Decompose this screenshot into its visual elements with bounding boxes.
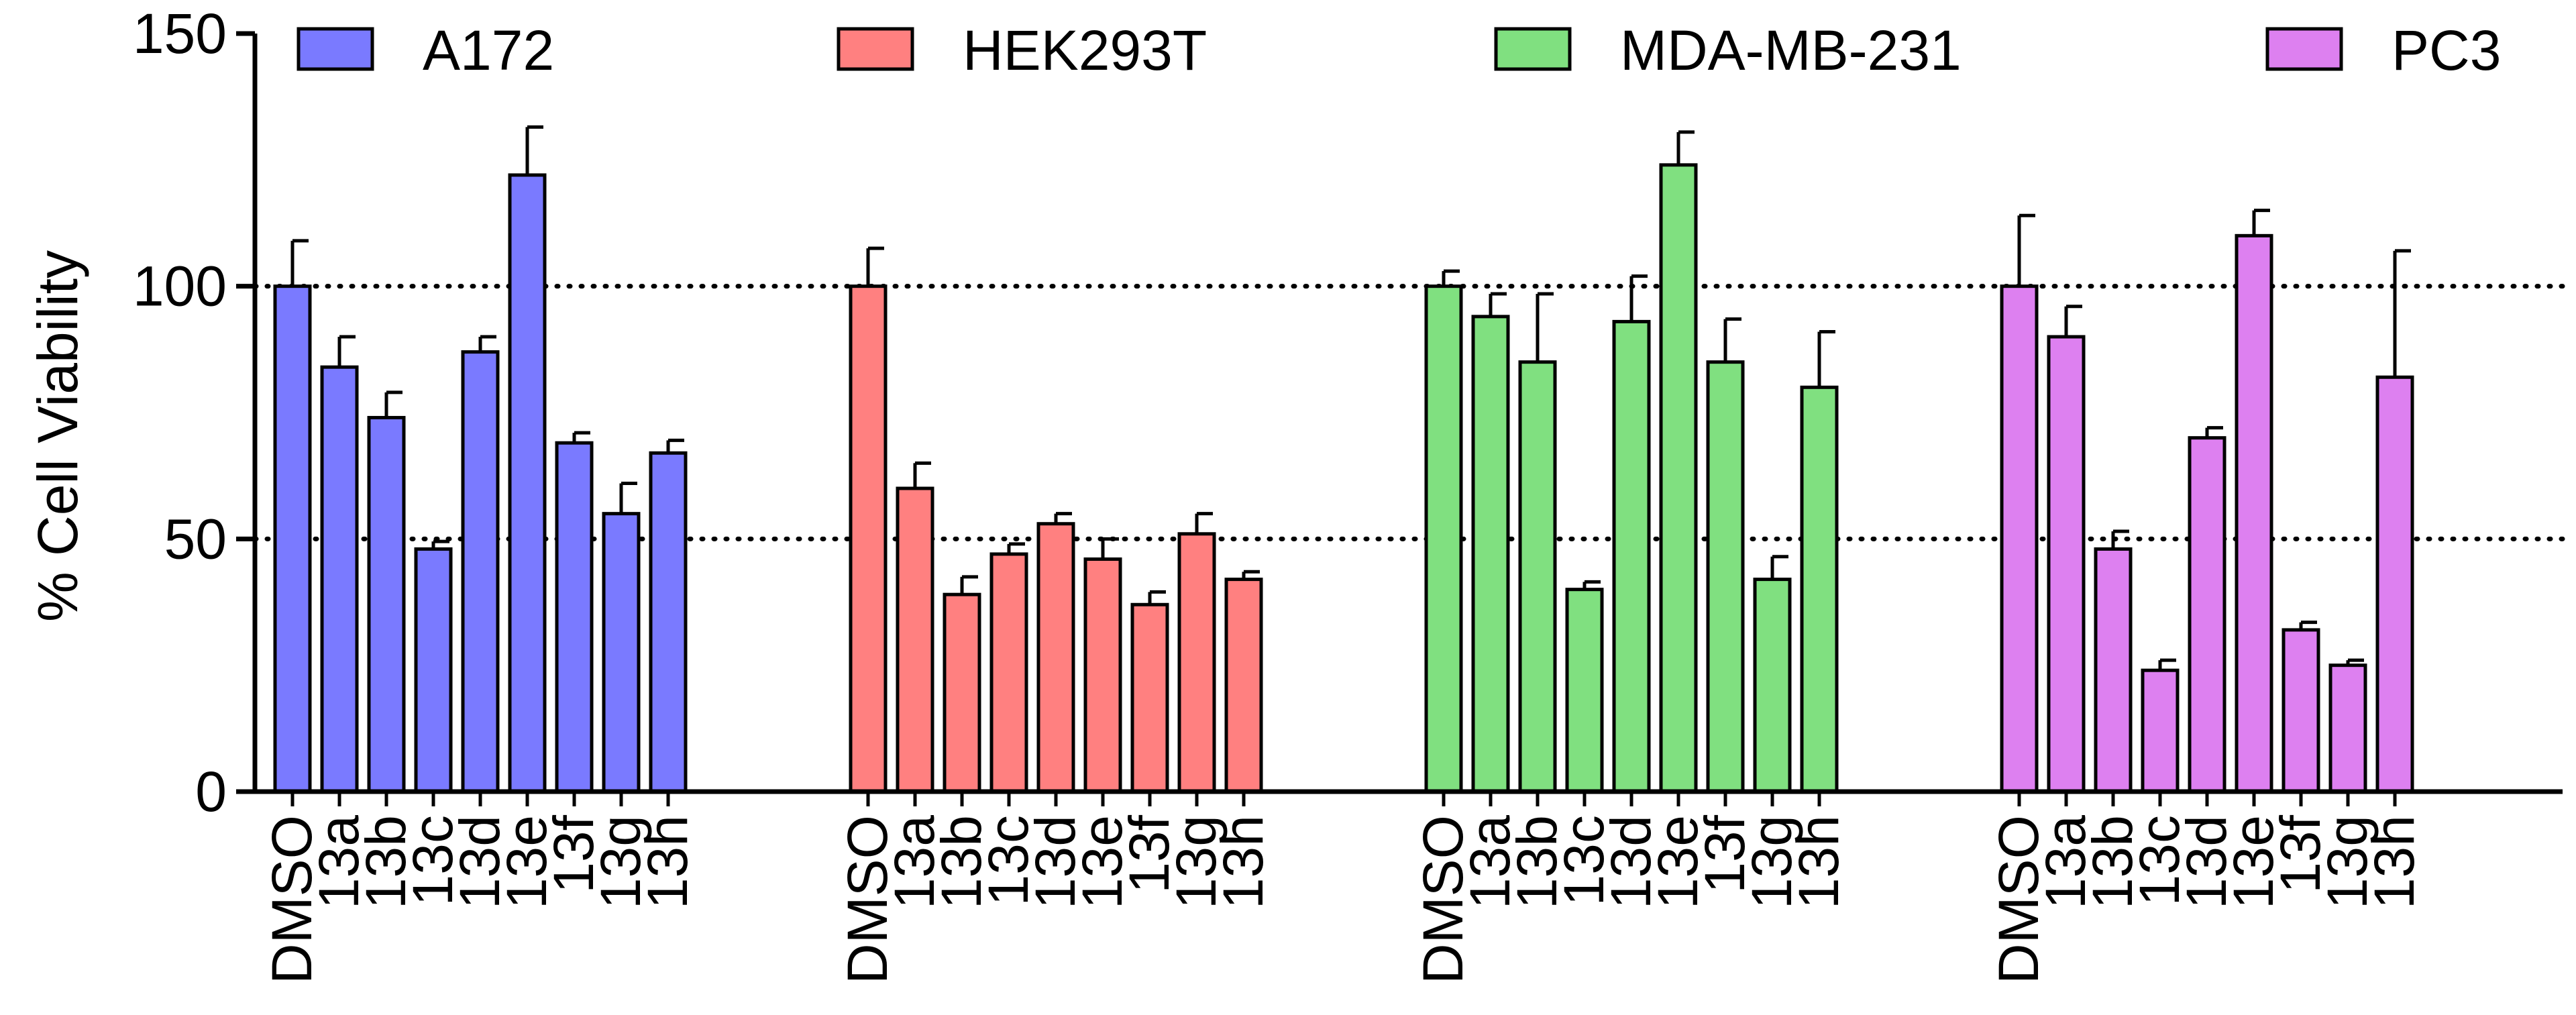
bar-a172-13c [414,547,453,794]
bar-pc3-13a [2047,335,2086,794]
y-tick-label: 150 [133,2,227,65]
x-tick-label: 13d [1599,815,1662,909]
x-tick-label: 13d [2175,815,2238,909]
x-tick-label: DMSO [260,815,323,984]
bar-mda-mb-231-13a [1471,315,1510,794]
legend-label-a172: A172 [423,19,554,82]
x-tick-label: 13f [1693,814,1756,893]
x-tick-label: 13e [1646,815,1709,909]
legend-swatch-mda-mb-231 [1494,27,1572,71]
bar-pc3-13b [2094,547,2133,794]
bar-mda-mb-231-13g [1753,578,1792,794]
x-tick-label: 13g [1165,815,1228,909]
bar-mda-mb-231-13e [1659,163,1698,794]
x-tick-label: 13b [930,815,993,909]
legend-label-pc3: PC3 [2392,19,2501,82]
legend-swatch-a172 [297,27,374,71]
x-tick-label: 13c [2128,815,2191,906]
bar-a172-13d [461,350,500,794]
legend-label-mda-mb-231: MDA-MB-231 [1620,19,1962,82]
x-tick-label: 13f [2269,814,2332,893]
bar-hek293t-13e [1083,557,1122,794]
bar-mda-mb-231-13d [1612,319,1651,794]
bar-hek293t-13g [1177,532,1216,794]
bar-a172-13e [508,173,547,794]
legend-label-hek293t: HEK293T [963,19,1207,82]
bar-mda-mb-231-13f [1706,360,1745,794]
x-tick-label: 13c [1552,815,1615,906]
bar-hek293t-dmso [849,284,888,794]
x-tick-label: 13b [1505,815,1568,909]
bar-mda-mb-231-13c [1565,588,1604,794]
error-bars [290,125,2411,671]
bar-pc3-13h [2375,375,2414,794]
x-tick-label: 13g [2316,815,2379,909]
x-tick-label: 13g [1740,815,1803,909]
bar-mda-mb-231-13b [1518,360,1557,794]
x-tick-label: DMSO [1987,815,2050,984]
bars [273,163,2414,794]
y-tick-label: 0 [195,760,227,823]
y-axis-label: % Cell Viability [26,250,89,622]
legend: A172 HEK293T MDA-MB-231 PC3 [297,19,2501,82]
x-tick-label: 13b [354,815,417,909]
x-tick-label: 13g [589,815,652,909]
x-tick-label: 13e [495,815,558,909]
x-tick-label: 13e [2222,815,2285,909]
y-axis-ticks: 0 50 100 150 [133,2,255,823]
bar-a172-dmso [273,284,312,794]
bar-hek293t-13h [1224,578,1263,794]
bar-a172-13b [367,416,406,794]
x-tick-label: 13h [2363,815,2426,909]
x-tick-label: 13c [401,815,464,906]
bar-pc3-13e [2235,233,2273,794]
x-tick-label: 13b [2081,815,2144,909]
legend-swatch-pc3 [2265,27,2343,71]
x-tick-label: 13c [977,815,1040,906]
x-tick-label: DMSO [1411,815,1474,984]
x-tick-label: 13h [1212,815,1275,909]
bar-mda-mb-231-13h [1800,385,1839,794]
bar-a172-13g [602,512,641,794]
x-tick-label: 13a [307,815,370,909]
bar-hek293t-13f [1130,602,1169,794]
x-tick-label: 13f [542,814,605,893]
bar-pc3-13f [2282,628,2320,794]
bar-pc3-13c [2141,668,2180,794]
x-tick-label: 13f [1118,814,1181,893]
x-tick-label: 13h [636,815,699,909]
bar-mda-mb-231-dmso [1424,284,1463,794]
x-tick-label: 13a [883,815,946,909]
x-tick-label: DMSO [836,815,899,984]
bar-a172-13f [555,441,594,794]
bar-pc3-13d [2188,436,2226,794]
legend-swatch-hek293t [837,27,914,71]
x-tick-label: 13e [1071,815,1134,909]
x-tick-label: 13a [1458,815,1521,909]
bar-a172-13a [320,365,359,794]
bar-hek293t-13a [896,486,934,794]
x-tick-label: 13h [1787,815,1850,909]
bar-hek293t-13b [943,592,981,794]
y-tick-label: 100 [133,255,227,318]
bar-pc3-13g [2328,663,2367,794]
bar-pc3-dmso [2000,284,2039,794]
bar-hek293t-13d [1036,522,1075,794]
bar-a172-13h [649,451,688,794]
axes [252,34,2563,794]
y-tick-label: 50 [164,507,227,570]
x-tick-label: 13a [2034,815,2097,909]
x-tick-label: 13d [1024,815,1087,909]
x-tick-label: 13d [448,815,511,909]
bar-hek293t-13c [989,552,1028,794]
